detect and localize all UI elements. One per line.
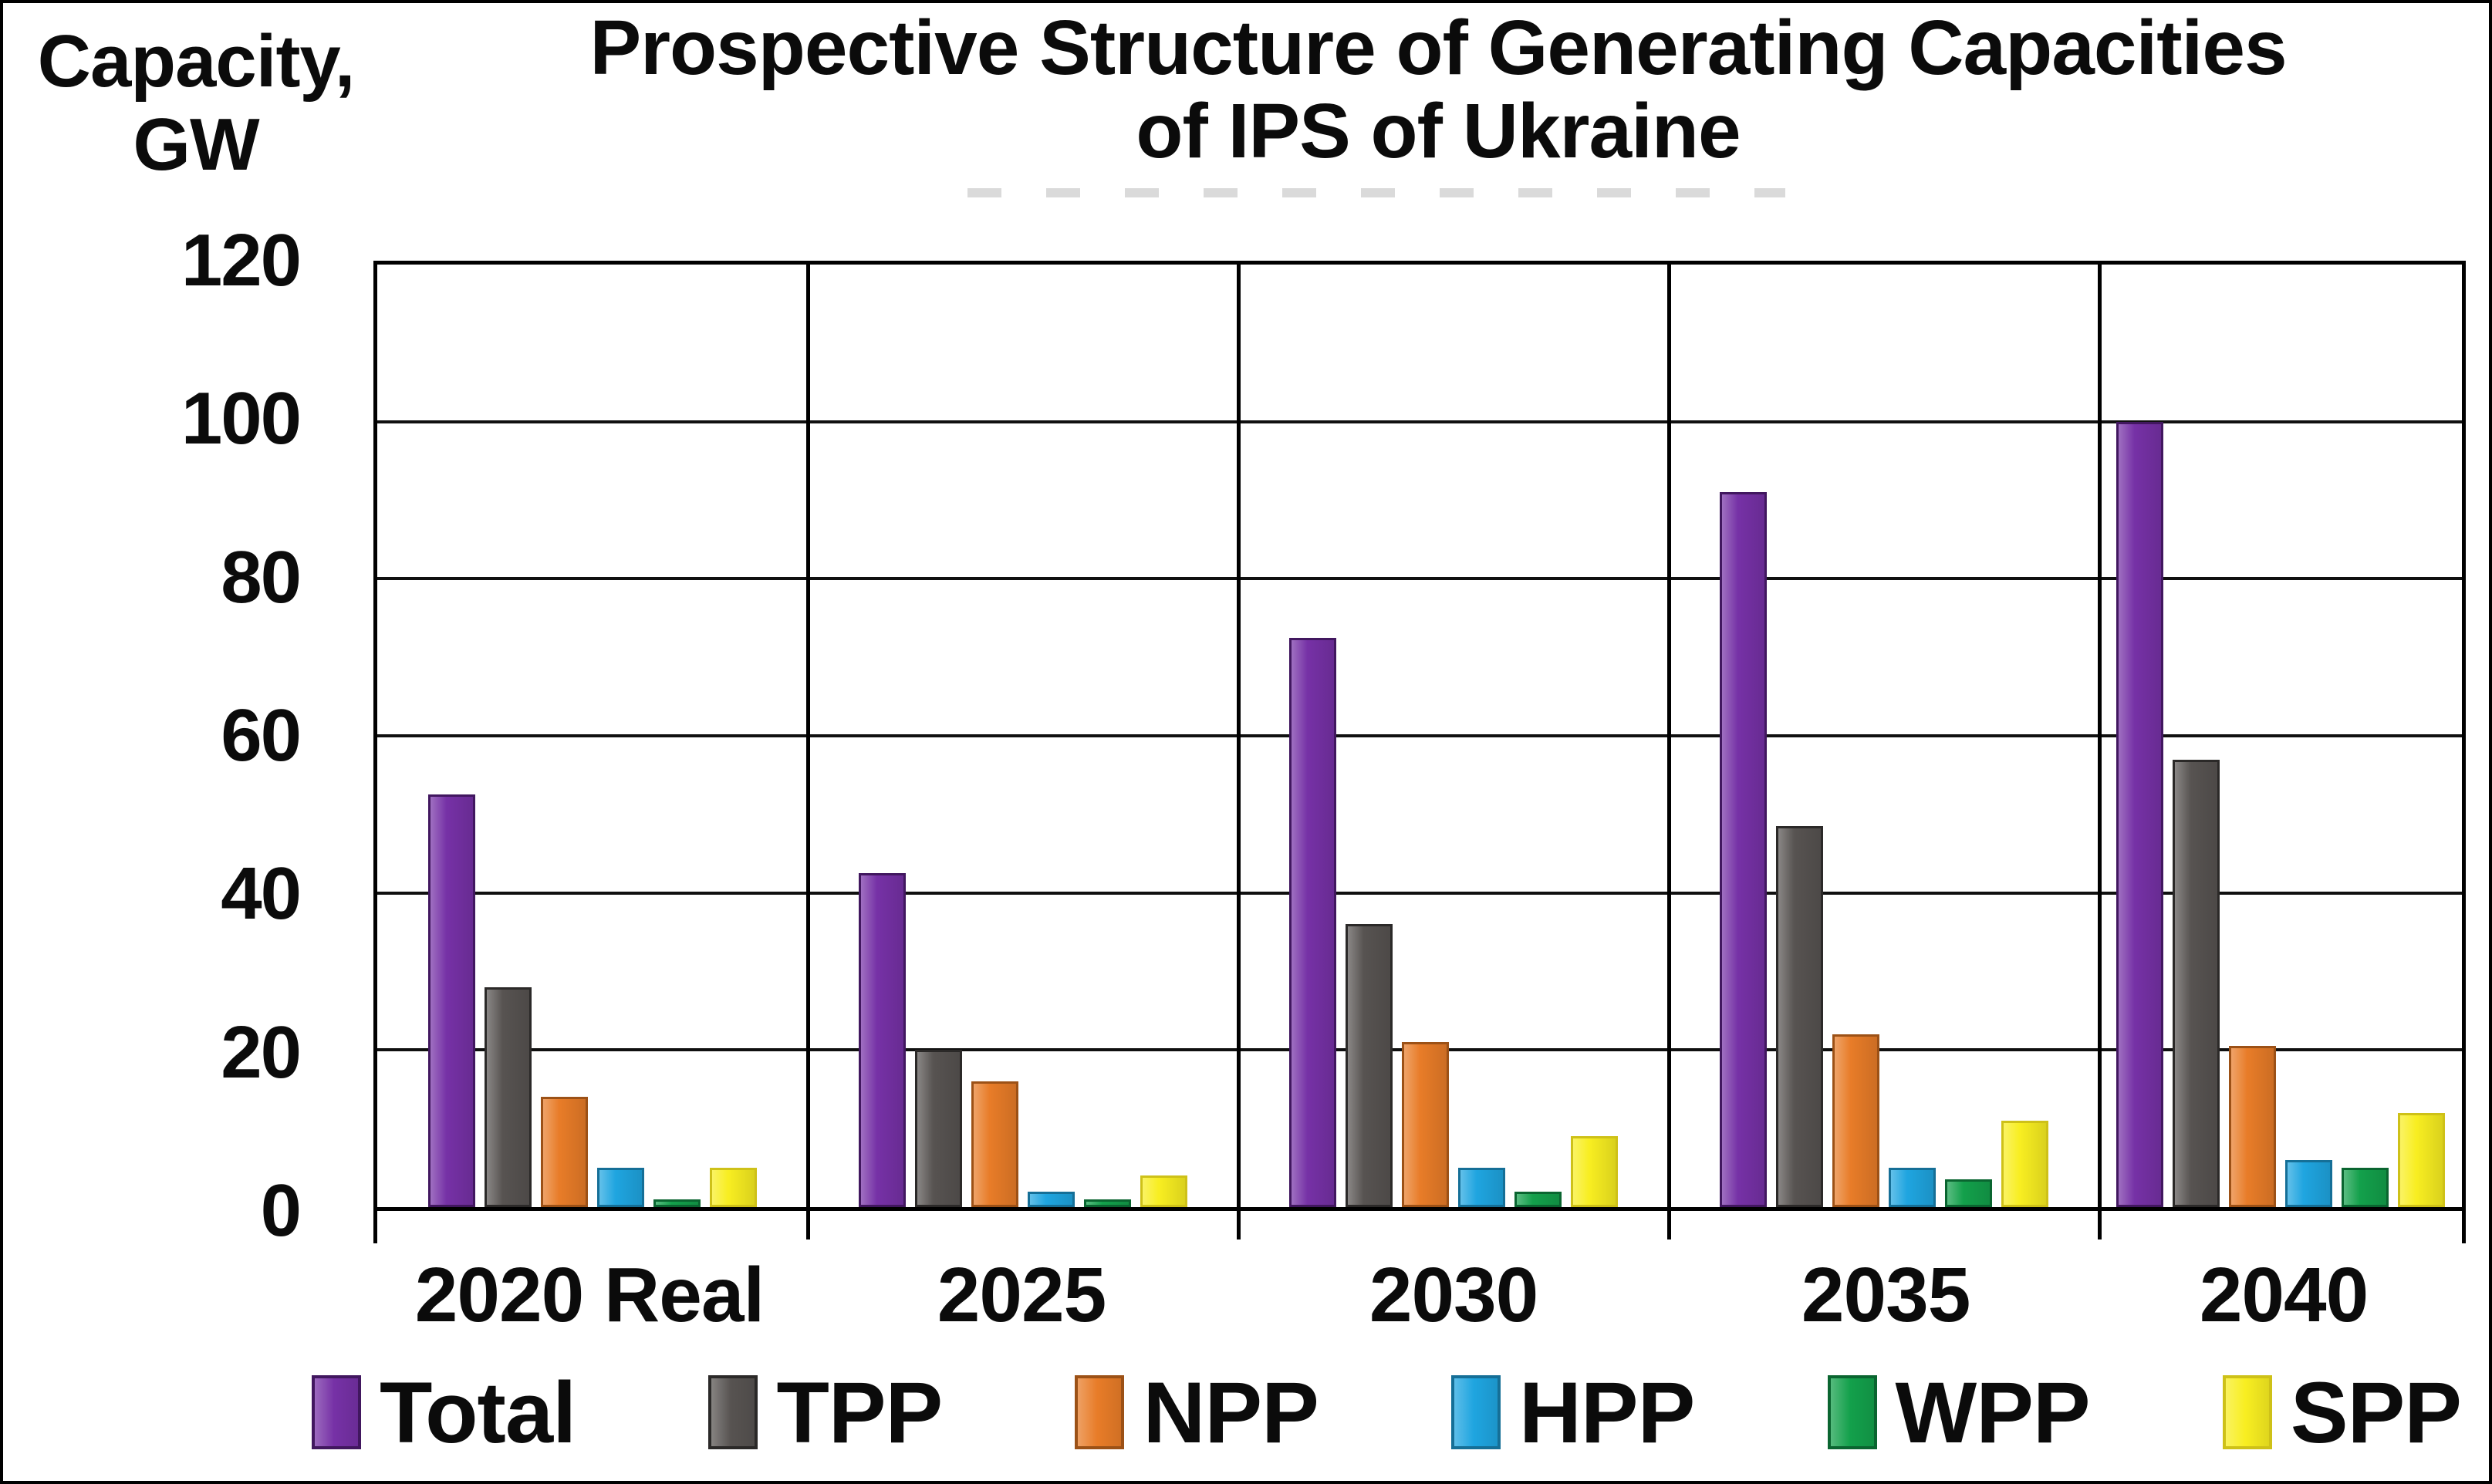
bar-hpp-2020-real — [596, 1168, 644, 1207]
bar-wpp-2030 — [1514, 1191, 1562, 1207]
bar-spp-2030 — [1570, 1136, 1618, 1207]
bar-hpp-2025 — [1027, 1191, 1075, 1207]
x-tick-label-2020-real: 2020 Real — [414, 1252, 765, 1338]
bar-tpp-2040 — [2172, 759, 2220, 1207]
legend-swatch-hpp — [1451, 1375, 1501, 1449]
chart-title-line2: of IPS of Ukraine — [1136, 88, 1741, 174]
bar-wpp-2020-real — [653, 1199, 701, 1207]
x-tick-label-2040: 2040 — [2199, 1252, 2369, 1338]
legend-swatch-total — [312, 1375, 361, 1449]
bar-total-2025 — [858, 873, 906, 1207]
bar-spp-2035 — [2001, 1120, 2048, 1207]
bar-npp-2030 — [1401, 1042, 1449, 1207]
y-tick-label-80: 80 — [221, 535, 302, 619]
panel-divider-2 — [1236, 265, 1241, 1239]
legend-label-hpp: HPP — [1519, 1364, 1695, 1461]
bar-group-2040 — [2099, 265, 2462, 1207]
bar-hpp-2035 — [1888, 1168, 1936, 1207]
gridline-80 — [377, 577, 2462, 581]
bar-npp-2025 — [971, 1081, 1018, 1207]
legend-item-spp: SPP — [2222, 1363, 2462, 1462]
bar-total-2040 — [2115, 421, 2163, 1207]
x-tick-label-2025: 2025 — [937, 1252, 1106, 1338]
bar-npp-2040 — [2228, 1046, 2276, 1207]
y-tick-label-100: 100 — [181, 377, 302, 460]
y-axis-title-line1: Capacity, — [37, 20, 356, 103]
y-tick-label-40: 40 — [221, 852, 302, 936]
y-tick-label-120: 120 — [181, 219, 302, 302]
legend-label-npp: NPP — [1143, 1364, 1319, 1461]
legend-label-tpp: TPP — [776, 1364, 943, 1461]
legend-swatch-npp — [1075, 1375, 1125, 1449]
faint-dashed-artifact — [967, 188, 1785, 197]
x-tick-label-2035: 2035 — [1801, 1252, 1970, 1338]
bar-spp-2020-real — [709, 1168, 757, 1207]
bar-group-2035 — [1669, 265, 2099, 1207]
gridline-40 — [377, 891, 2462, 895]
y-axis-tick-labels: 0 20 40 60 80 100 120 — [3, 219, 302, 1252]
legend-label-wpp: WPP — [1895, 1364, 2091, 1461]
bar-wpp-2035 — [1944, 1179, 1992, 1207]
plot-area — [373, 261, 2466, 1243]
x-axis-labels: 2020 Real 2025 2030 2035 2040 — [373, 1251, 2466, 1351]
bar-hpp-2030 — [1457, 1168, 1505, 1207]
legend-item-tpp: TPP — [708, 1363, 943, 1462]
chart-title: Prospective Structure of Generating Capa… — [397, 6, 2480, 173]
y-tick-label-0: 0 — [260, 1169, 302, 1252]
bar-npp-2020-real — [540, 1097, 588, 1207]
bar-group-2025 — [808, 265, 1238, 1207]
y-axis-title: Capacity, GW — [3, 20, 389, 186]
bar-tpp-2025 — [914, 1050, 962, 1207]
legend-item-total: Total — [312, 1363, 576, 1462]
legend-swatch-wpp — [1827, 1375, 1877, 1449]
y-axis-title-line2: GW — [133, 103, 259, 186]
bar-tpp-2020-real — [484, 987, 532, 1207]
legend-item-wpp: WPP — [1827, 1363, 2091, 1462]
panel-divider-4 — [2097, 265, 2102, 1239]
right-axis-overshoot — [2462, 1207, 2466, 1243]
left-axis-overshoot — [373, 1207, 377, 1243]
bar-total-2020-real — [427, 794, 475, 1207]
bar-tpp-2030 — [1345, 924, 1393, 1207]
bar-total-2030 — [1288, 637, 1336, 1207]
bar-npp-2035 — [1832, 1034, 1879, 1207]
legend-swatch-spp — [2222, 1375, 2272, 1449]
bar-total-2035 — [1719, 492, 1767, 1207]
panel-divider-1 — [805, 265, 810, 1239]
x-tick-label-2030: 2030 — [1369, 1252, 1538, 1338]
bar-spp-2040 — [2397, 1112, 2445, 1207]
bar-hpp-2040 — [2284, 1159, 2332, 1207]
bar-spp-2025 — [1140, 1175, 1187, 1207]
bar-tpp-2035 — [1775, 826, 1823, 1207]
legend-item-npp: NPP — [1075, 1363, 1319, 1462]
legend-label-spp: SPP — [2290, 1364, 2462, 1461]
legend-label-total: Total — [380, 1364, 576, 1461]
bar-group-2020-real — [377, 265, 808, 1207]
y-tick-label-60: 60 — [221, 694, 302, 777]
panel-divider-3 — [1666, 265, 1671, 1239]
bar-group-2030 — [1238, 265, 1669, 1207]
legend: Total TPP NPP HPP WPP SPP — [312, 1362, 2462, 1462]
gridline-60 — [377, 734, 2462, 737]
gridline-100 — [377, 420, 2462, 423]
chart-title-line1: Prospective Structure of Generating Capa… — [589, 5, 2287, 91]
legend-swatch-tpp — [708, 1375, 758, 1449]
bar-wpp-2040 — [2341, 1168, 2389, 1207]
y-tick-label-20: 20 — [221, 1010, 302, 1094]
bar-wpp-2025 — [1083, 1199, 1131, 1207]
legend-item-hpp: HPP — [1451, 1363, 1695, 1462]
